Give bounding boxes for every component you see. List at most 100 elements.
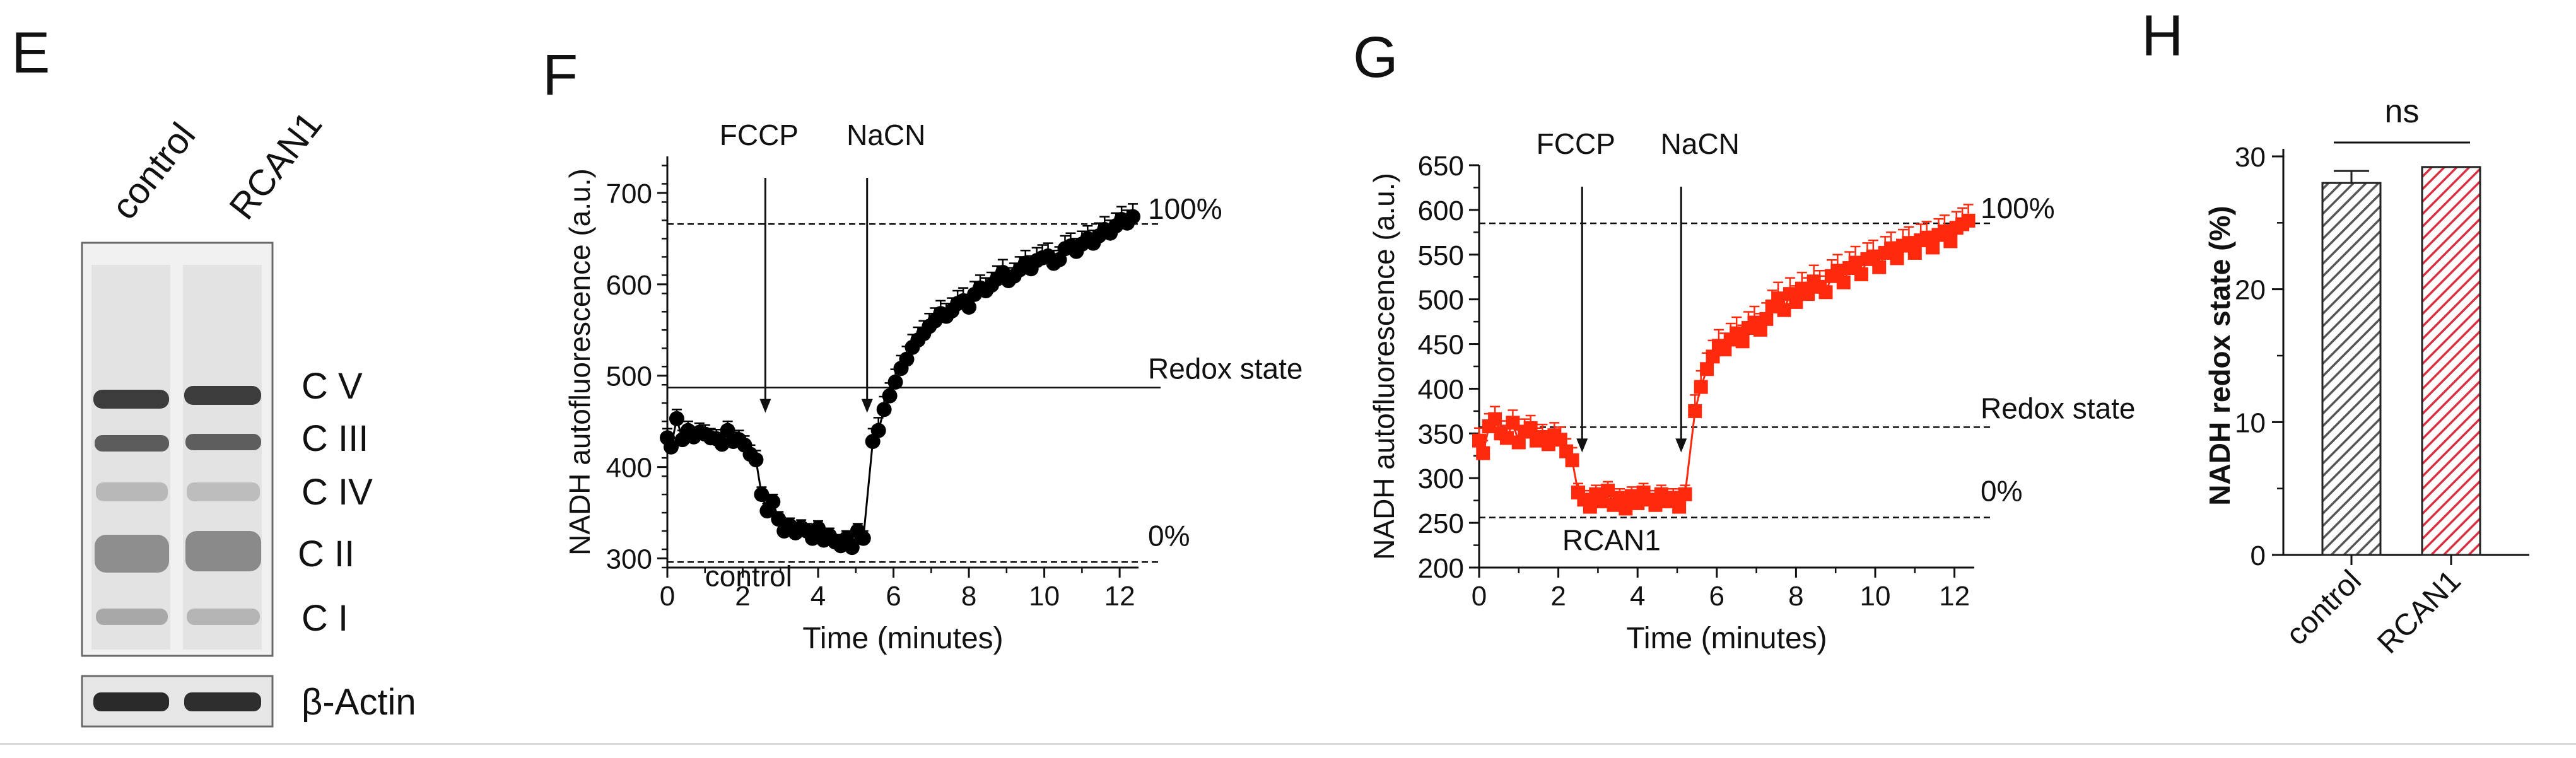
band-label-cv: C V (302, 366, 363, 407)
x-tick-label: 2 (735, 581, 750, 612)
data-point (1759, 312, 1774, 326)
annotation-label: FCCP (1537, 127, 1615, 160)
x-tick-label: 12 (1939, 581, 1970, 612)
y-tick-label: 600 (606, 270, 652, 301)
data-point (1926, 240, 1940, 255)
y-tick-label: 300 (606, 544, 652, 575)
y-tick-label: 700 (606, 178, 652, 209)
x-axis-label: Time (minutes) (802, 622, 1003, 655)
data-point (1612, 491, 1627, 505)
x-tick-label: 0 (660, 581, 675, 612)
data-point (1872, 260, 1887, 274)
data-point (887, 374, 903, 390)
x-tick-label: 0 (1472, 581, 1487, 612)
annotation-label: FCCP (720, 119, 799, 151)
data-point (1777, 303, 1791, 317)
bar-control (2321, 182, 2382, 556)
x-tick-label: 2 (1550, 581, 1566, 612)
band-label-ciii: C III (302, 418, 368, 459)
data-point (1499, 431, 1514, 445)
bottom-rule (0, 743, 2576, 745)
panel-f: F 300 400 500 600 700 0 2 4 6 8 10 12 Time (minutes)… (542, 43, 1303, 655)
data-point (876, 402, 892, 417)
data-point (669, 411, 684, 426)
y-axis-label: NADH autofluorescence (a.u.) (1367, 173, 1400, 560)
data-point (1583, 499, 1597, 514)
reference-line-label: 0% (1981, 475, 2022, 508)
data-point (870, 423, 886, 438)
chart-f: 300 400 500 600 700 0 2 4 6 8 10 12 Time (minutes) NA… (563, 119, 1303, 655)
band-ciii-rcan1 (185, 434, 261, 450)
series-line (1684, 411, 1696, 494)
data-point (1789, 294, 1803, 309)
band-cii-rcan1 (185, 531, 261, 571)
y-axis-label: NADH autofluorescence (a.u.) (563, 168, 596, 556)
band-ciii-control (95, 435, 169, 452)
data-point (1753, 322, 1767, 337)
band-cii-control (95, 535, 169, 573)
panel-e: E control RCAN1 C V C III C IV C II C I … (11, 21, 416, 728)
data-point (1943, 234, 1958, 248)
y-tick-label: 550 (1418, 240, 1464, 271)
data-point (714, 436, 730, 452)
y-axis-label: NADH redox state (%) (2203, 206, 2236, 505)
series-label: control (705, 559, 792, 592)
data-point (765, 494, 781, 510)
lane-label-rcan1: RCAN1 (221, 104, 330, 227)
data-point (1523, 421, 1538, 435)
data-point (1801, 287, 1815, 301)
data-point (1694, 380, 1708, 394)
data-point (1771, 291, 1786, 306)
annotation-arrowhead (861, 399, 873, 413)
band-label-cii: C II (298, 534, 354, 574)
data-point (1488, 412, 1502, 426)
data-point (1961, 213, 1976, 228)
y-tick-label: 400 (1418, 374, 1464, 405)
reference-line-label: 100% (1148, 192, 1222, 225)
chart-g: 200 250 300 350 400 450 500 550 600 650 0 2 4 6 8 10 12 T… (1367, 127, 2135, 655)
x-tick-label: 10 (1029, 581, 1060, 612)
data-point (1706, 349, 1720, 364)
panel-h: H 0 10 20 30 NADH redox state (%) control RCAN… (2141, 4, 2529, 660)
band-ci-control (96, 609, 168, 625)
data-point (1619, 501, 1633, 516)
data-point (1818, 285, 1833, 300)
panel-letter-f: F (542, 43, 578, 107)
y-tick-label: 450 (1418, 330, 1464, 361)
data-point (748, 452, 764, 468)
data-point (1511, 435, 1526, 450)
x-tick-label: control (2280, 564, 2367, 651)
y-tick-label: 500 (606, 361, 652, 392)
annotation-label: NaCN (846, 119, 925, 151)
band-actin-control (93, 692, 169, 711)
series-label: RCAN1 (1562, 524, 1661, 557)
data-point (1678, 487, 1692, 501)
data-point (1688, 404, 1702, 418)
data-point (1648, 498, 1663, 512)
x-tick-label: 4 (811, 581, 826, 612)
data-point (1700, 362, 1714, 376)
x-tick-label: 8 (1788, 581, 1803, 612)
y-tick-label: 10 (2235, 407, 2266, 438)
band-label-ci: C I (302, 598, 348, 639)
y-tick-label: 300 (1418, 464, 1464, 494)
data-point (1630, 496, 1645, 510)
x-tick-label: RCAN1 (2371, 564, 2468, 660)
y-tick-label: 500 (1418, 285, 1464, 316)
annotation-arrowhead (1576, 438, 1588, 453)
y-tick-label: 400 (606, 453, 652, 484)
data-point (844, 540, 860, 556)
significance-label: ns (2385, 93, 2420, 130)
data-point (1553, 433, 1567, 447)
y-tick-label: 350 (1418, 419, 1464, 450)
data-point (1672, 499, 1687, 514)
data-point (961, 300, 977, 315)
data-point (882, 388, 898, 404)
panel-letter-h: H (2141, 4, 2183, 68)
data-point (1735, 334, 1750, 349)
annotation-arrowhead (1675, 438, 1687, 453)
data-point (754, 487, 770, 503)
data-point (1476, 446, 1490, 460)
data-point (1830, 264, 1845, 278)
